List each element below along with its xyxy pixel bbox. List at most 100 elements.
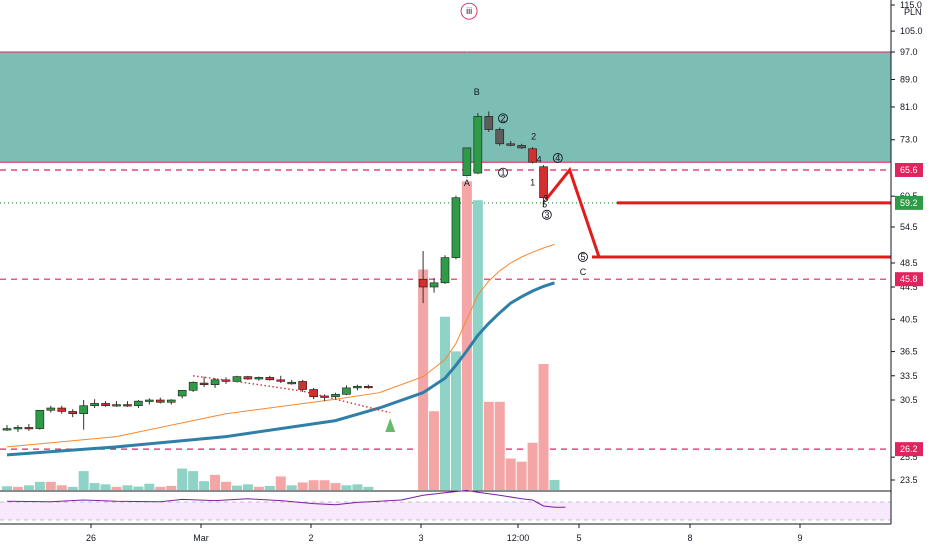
volume-bar-19 <box>210 474 221 490</box>
candle-42 <box>506 140 516 147</box>
candle-35 <box>429 278 439 293</box>
price-tag-label: 45.8 <box>900 274 918 284</box>
candle-body <box>68 411 77 415</box>
volume-bar-12 <box>133 486 144 490</box>
price-tick-label-6: 40.5 <box>900 314 918 324</box>
volume-bar-26 <box>286 485 297 490</box>
volume-bar-34 <box>418 269 429 490</box>
wave-circle <box>498 167 508 178</box>
candle-33 <box>364 384 373 389</box>
candle-body <box>462 147 472 176</box>
candle-body <box>528 148 537 163</box>
candle-body <box>484 116 494 130</box>
price-tick-label-8: 48.5 <box>900 258 918 268</box>
wave-label-9: 5 <box>542 199 547 209</box>
volume-bars <box>2 181 560 491</box>
candle-11 <box>123 401 132 407</box>
price-tick-label-15: 97.0 <box>900 47 918 57</box>
price-tag-box <box>895 272 923 287</box>
candle-32 <box>353 384 362 391</box>
volume-bar-37 <box>450 351 461 490</box>
volume-bar-4 <box>45 481 56 490</box>
price-tick-label-16: 105.0 <box>900 26 923 36</box>
time-tick-label-5: 5 <box>576 533 581 543</box>
volume-bar-10 <box>111 486 122 490</box>
red-dotted-trend <box>193 375 391 414</box>
price-tag-label: 59.2 <box>900 198 918 208</box>
candle-body <box>156 399 165 403</box>
candle-8 <box>90 399 99 408</box>
wave-label-2: A <box>464 178 470 188</box>
volume-bar-44 <box>527 442 538 490</box>
wave-text: 2 <box>501 113 506 123</box>
wave-text: 5 <box>542 199 547 209</box>
time-axis[interactable]: 26 Mar 2 3 12:00 5 8 9 <box>86 524 803 543</box>
candle-body <box>342 387 351 395</box>
candle-body <box>24 427 34 430</box>
wave-text: C <box>580 267 587 277</box>
volume-bar-35 <box>429 411 440 490</box>
candle-body <box>473 116 483 174</box>
price-axis[interactable]: PLN 23.5 25.5 30.5 33.5 36.5 40.5 44.5 48.5 54.5… <box>890 0 923 524</box>
candle-body <box>177 390 187 397</box>
rsi-line <box>6 489 566 508</box>
candle-38 <box>462 52 472 179</box>
price-tick-label-0: 23.5 <box>900 475 918 485</box>
candle-17 <box>188 381 198 392</box>
volume-bar-30 <box>330 483 341 490</box>
time-tick-label-1: Mar <box>193 533 209 543</box>
candle-body <box>210 379 220 385</box>
candle-body <box>46 407 56 411</box>
volume-bar-33 <box>363 486 374 490</box>
candle-body <box>506 143 516 146</box>
price-tag-box <box>895 442 923 457</box>
price-tag-3: 59.2 <box>895 195 923 210</box>
candle-15 <box>166 399 176 405</box>
volume-bar-5 <box>56 485 67 490</box>
candle-40 <box>484 111 494 132</box>
candle-body <box>2 428 12 431</box>
price-tag-1: 45.8 <box>895 272 923 287</box>
candle-22 <box>243 375 253 380</box>
volume-bar-20 <box>221 481 231 490</box>
projection-path <box>544 166 601 258</box>
candle-body <box>440 257 450 284</box>
candle-41 <box>495 127 505 146</box>
wave-text: 5 <box>580 252 585 262</box>
volume-bar-8 <box>89 483 100 490</box>
volume-bar-7 <box>78 471 89 490</box>
candle-12 <box>134 400 143 408</box>
time-tick-label-6: 8 <box>687 533 692 543</box>
time-tick-label-4: 12:00 <box>507 533 530 543</box>
currency-label: PLN <box>904 7 922 17</box>
wave-label-0: iii <box>460 2 478 20</box>
candle-30 <box>331 392 340 400</box>
candle-0 <box>2 425 12 431</box>
volume-bar-31 <box>341 485 352 490</box>
volume-bar-36 <box>440 316 450 490</box>
candle-body <box>13 427 23 430</box>
price-tick-label-3: 30.5 <box>900 395 918 405</box>
volume-bar-27 <box>297 482 308 490</box>
price-tag-box <box>895 163 923 177</box>
rsi-band <box>0 502 891 520</box>
price-tick-label-7: 44.5 <box>900 282 918 292</box>
ma-slow-line <box>6 281 555 457</box>
volume-bar-16 <box>177 468 188 490</box>
candle-25 <box>276 375 286 384</box>
wave-circle <box>552 153 563 163</box>
price-tick-label-1: 25.5 <box>900 452 918 462</box>
volume-bar-14 <box>155 486 166 490</box>
candle-body <box>254 377 264 380</box>
candle-10 <box>112 401 121 407</box>
price-tick-label-9: 54.5 <box>900 222 918 232</box>
volume-bar-24 <box>264 485 275 490</box>
price-tags: 65.6 45.8 26.2 59.2 <box>895 163 923 457</box>
candle-body <box>418 278 428 288</box>
candle-28 <box>309 387 318 400</box>
wave-label-13: C <box>580 267 587 277</box>
moving-averages <box>6 243 555 457</box>
price-tick-label-14: 89.0 <box>900 75 918 85</box>
